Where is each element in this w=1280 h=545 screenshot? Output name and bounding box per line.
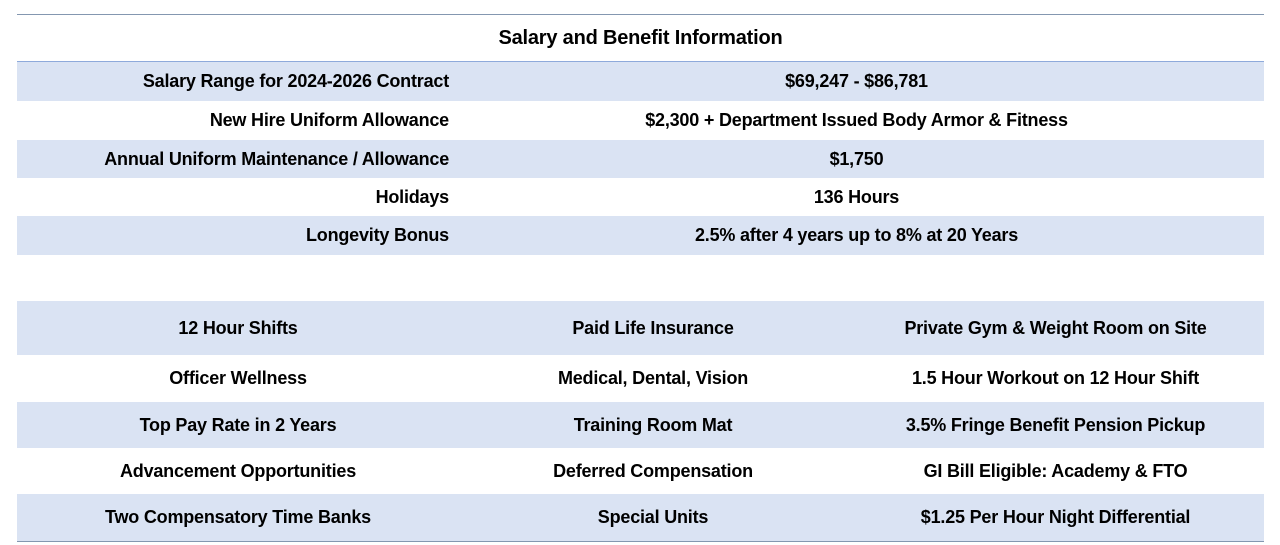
benefit-cell: Paid Life Insurance <box>572 317 734 338</box>
row-value: 136 Hours <box>813 186 900 207</box>
salary-row: Holidays 136 Hours <box>17 178 1264 216</box>
benefit-cell: Special Units <box>597 507 709 527</box>
benefit-cell: Medical, Dental, Vision <box>557 368 749 388</box>
benefit-row: Two Compensatory Time Banks Special Units… <box>17 494 1264 541</box>
benefit-row: 12 Hour Shifts Paid Life Insurance Private… <box>17 301 1264 355</box>
benefit-row: Officer Wellness Medical, Dental, Vision 1… <box>17 355 1264 402</box>
row-label: Longevity Bonus <box>305 225 449 245</box>
benefit-cell: Private Gym & Weight Room on Site <box>904 317 1207 338</box>
row-value: 2.5% after 4 years up to 8% at 20 Years <box>694 225 1019 245</box>
row-label: New Hire Uniform Allowance <box>209 110 449 130</box>
salary-rows: Salary Range for 2024-2026 Contract $69,2… <box>17 62 1264 255</box>
benefit-cell: Top Pay Rate in 2 Years <box>139 414 337 435</box>
row-label: Salary Range for 2024-2026 Contract <box>142 71 449 91</box>
benefit-cell: Two Compensatory Time Banks <box>105 507 371 527</box>
benefit-cell: $1.25 Per Hour Night Differential <box>920 507 1191 527</box>
row-value: $1,750 <box>829 148 884 169</box>
benefit-cell: 3.5% Fringe Benefit Pension Pickup <box>905 414 1206 435</box>
benefit-cell: 12 Hour Shifts <box>178 317 298 338</box>
benefit-row: Top Pay Rate in 2 Years Training Room Mat… <box>17 402 1264 448</box>
salary-table: Salary and Benefit Information Salary Ra… <box>17 14 1264 255</box>
row-value: $2,300 + Department Issued Body Armor & … <box>645 110 1068 130</box>
salary-row: Salary Range for 2024-2026 Contract $69,2… <box>17 62 1264 101</box>
salary-row: New Hire Uniform Allowance $2,300 + Depar… <box>17 101 1264 140</box>
salary-row: Longevity Bonus 2.5% after 4 years up to … <box>17 216 1264 255</box>
salary-row: Annual Uniform Maintenance / Allowance $1… <box>17 140 1264 178</box>
row-value: $69,247 - $86,781 <box>785 71 928 91</box>
row-label: Holidays <box>375 186 450 207</box>
benefit-cell: Deferred Compensation <box>553 460 753 481</box>
benefit-cell: Officer Wellness <box>169 368 307 388</box>
benefit-cell: 1.5 Hour Workout on 12 Hour Shift <box>911 368 1200 388</box>
benefits-table: 12 Hour Shifts Paid Life Insurance Private… <box>17 301 1264 542</box>
benefit-row: Advancement Opportunities Deferred Compen… <box>17 448 1264 494</box>
benefit-cell: Training Room Mat <box>573 414 733 435</box>
row-label: Annual Uniform Maintenance / Allowance <box>104 148 449 169</box>
table-title: Salary and Benefit Information <box>17 15 1264 62</box>
benefit-cell: GI Bill Eligible: Academy & FTO <box>923 460 1188 481</box>
benefit-cell: Advancement Opportunities <box>119 460 357 481</box>
